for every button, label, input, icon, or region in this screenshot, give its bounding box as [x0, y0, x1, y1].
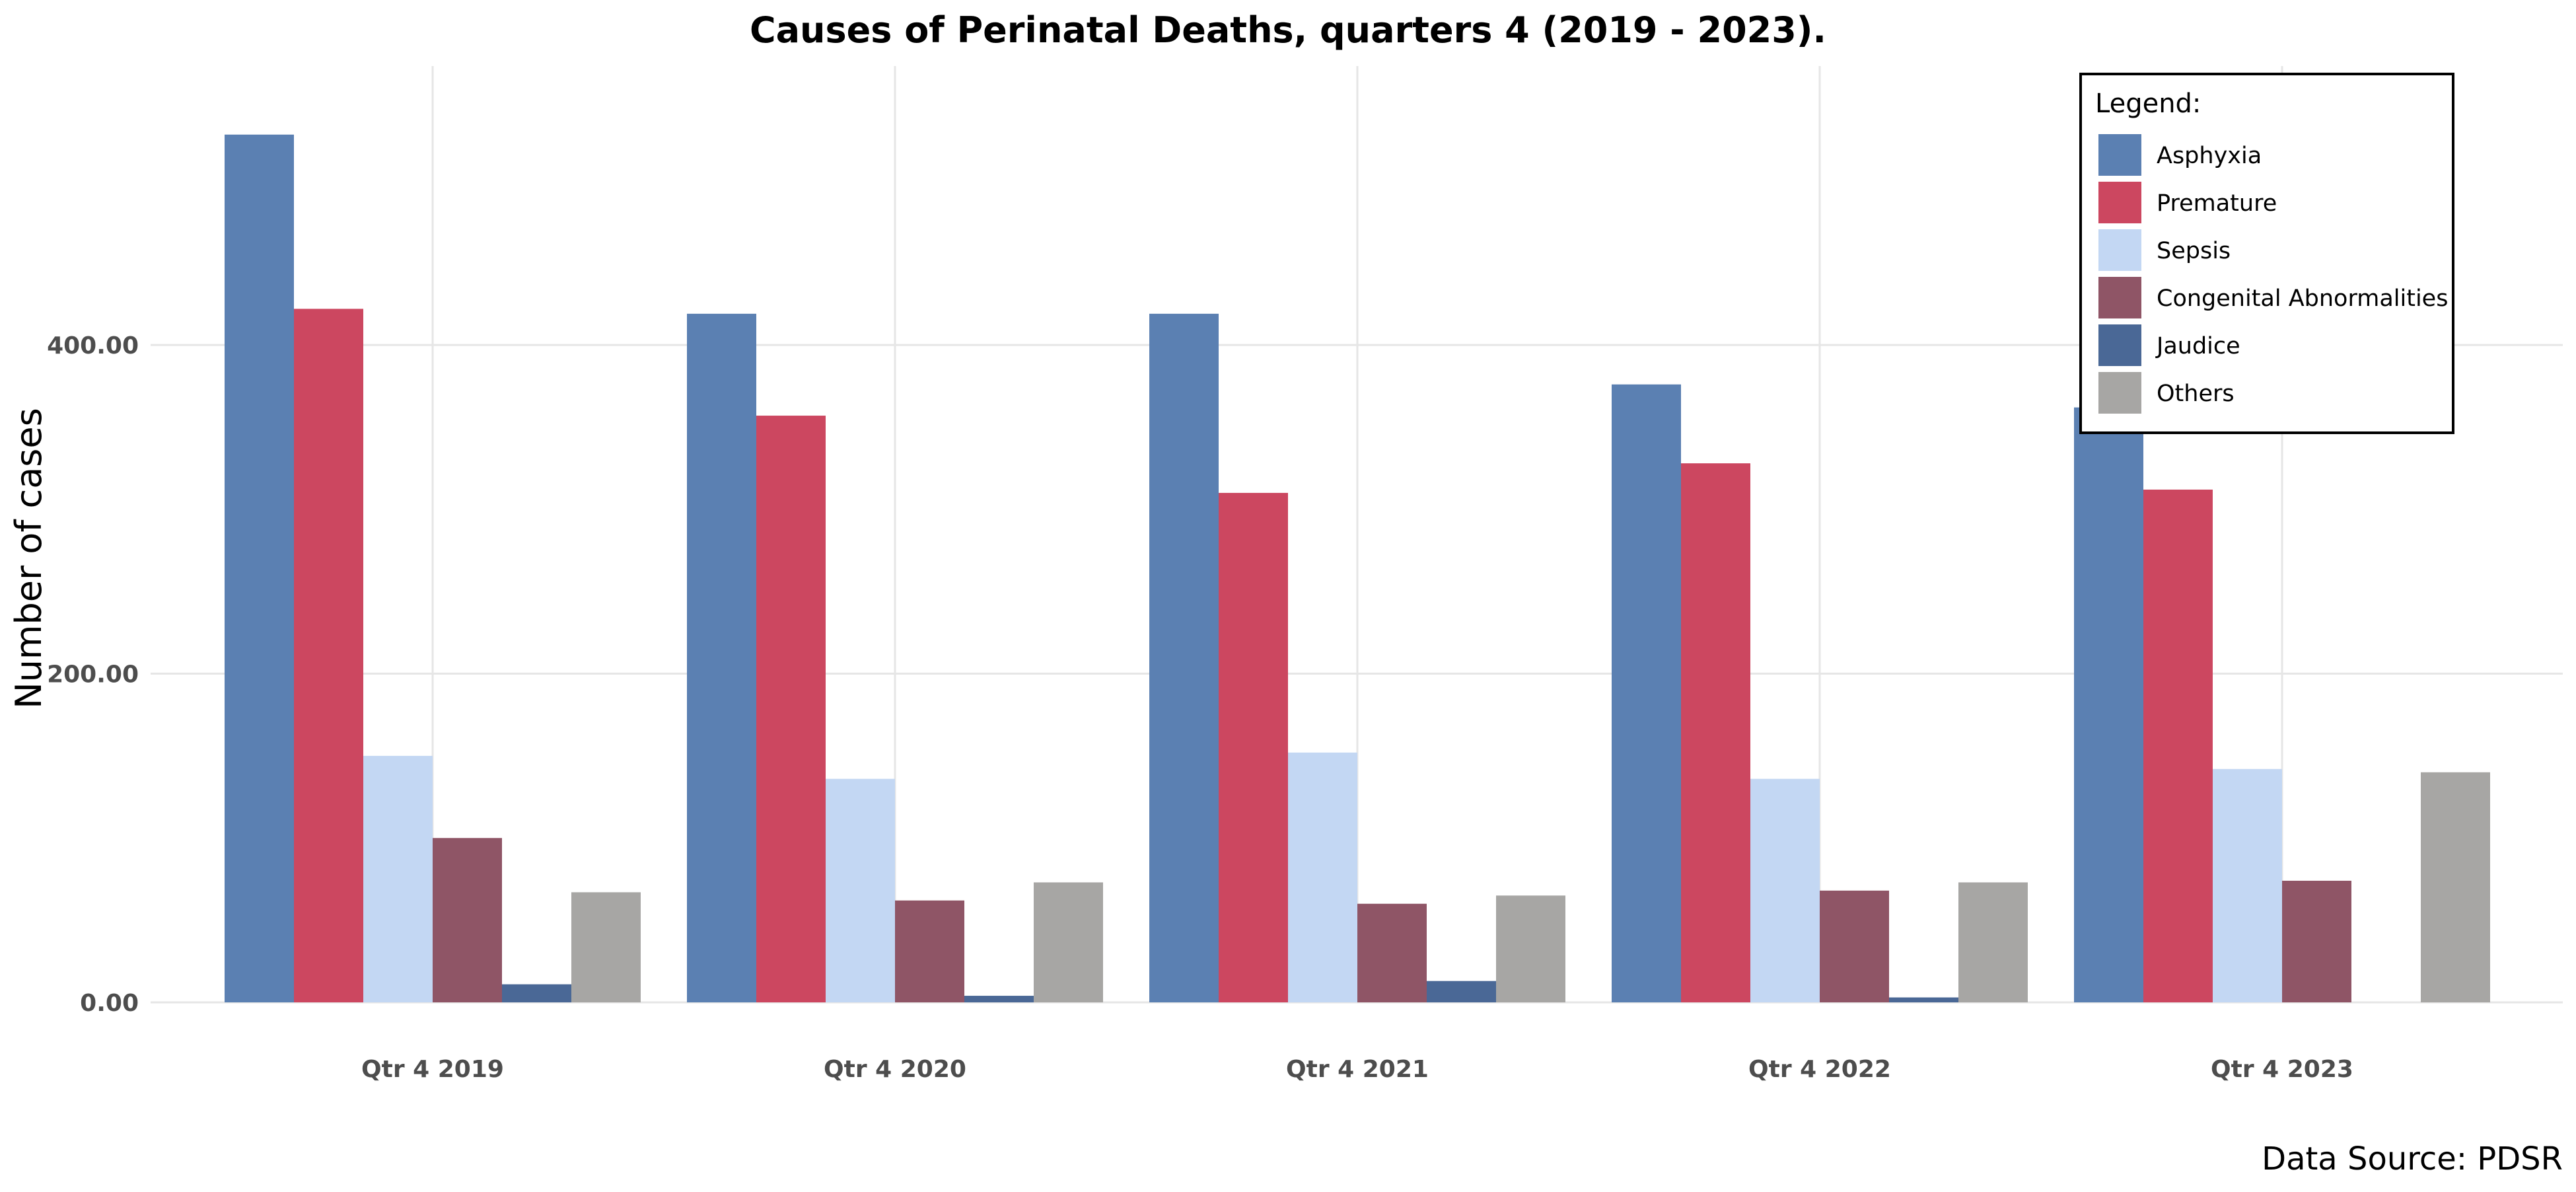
legend-swatch — [2098, 229, 2141, 271]
bar-congenital-abnormalities — [1820, 890, 1889, 1002]
bar-congenital-abnormalities — [1357, 903, 1427, 1002]
legend-swatch — [2098, 182, 2141, 223]
chart-title: Causes of Perinatal Deaths, quarters 4 (… — [750, 9, 1826, 51]
x-axis-ticks: Qtr 4 2019 Qtr 4 2020 Qtr 4 2021 Qtr 4 2022… — [361, 1056, 2353, 1083]
bar-others — [1034, 882, 1103, 1002]
bar-premature — [1681, 463, 1750, 1002]
bar-premature — [1219, 492, 1288, 1002]
legend-box — [2079, 73, 2454, 434]
bar-jaudice — [1889, 997, 1958, 1002]
legend-swatch — [2098, 324, 2141, 366]
legend-label: Jaudice — [2155, 333, 2240, 359]
bar-others — [571, 892, 641, 1002]
legend-items: Asphyxia Premature Sepsis Congenital Abnorm… — [2098, 134, 2448, 414]
bar-sepsis — [2213, 768, 2282, 1002]
legend-swatch — [2098, 372, 2141, 414]
bar-asphyxia — [2074, 407, 2143, 1002]
bar-others — [1496, 895, 1565, 1002]
bar-sepsis — [1288, 752, 1357, 1002]
bar-jaudice — [964, 996, 1034, 1002]
legend-label: Premature — [2157, 190, 2277, 217]
y-axis-ticks: 0.00 200.00 400.00 — [47, 332, 139, 1017]
bar-sepsis — [363, 755, 433, 1002]
y-axis-title: Number of cases — [8, 408, 50, 709]
bar-jaudice — [1427, 981, 1496, 1002]
bars — [225, 134, 2490, 1003]
bar-others — [2421, 772, 2490, 1002]
y-tick-label: 0.00 — [80, 990, 139, 1017]
x-tick-label: Qtr 4 2021 — [1286, 1056, 1429, 1083]
bar-asphyxia — [1149, 313, 1219, 1002]
legend-label: Asphyxia — [2157, 143, 2262, 169]
x-tick-label: Qtr 4 2022 — [1748, 1056, 1891, 1083]
legend-label: Others — [2157, 381, 2235, 407]
legend-title: Legend: — [2095, 89, 2201, 119]
bar-others — [1958, 882, 2028, 1002]
legend: Legend: Asphyxia Premature Sepsis Congenita… — [2079, 73, 2454, 434]
x-tick-label: Qtr 4 2019 — [361, 1056, 504, 1083]
bar-premature — [2143, 489, 2213, 1002]
bar-sepsis — [826, 778, 895, 1002]
bar-congenital-abnormalities — [433, 838, 502, 1002]
legend-label: Congenital Abnormalities — [2157, 285, 2448, 312]
x-tick-label: Qtr 4 2023 — [2211, 1056, 2353, 1083]
legend-swatch — [2098, 277, 2141, 318]
bar-congenital-abnormalities — [895, 900, 964, 1002]
data-source-caption: Data Source: PDSR — [2262, 1140, 2563, 1177]
bar-jaudice — [502, 984, 571, 1002]
legend-label: Sepsis — [2157, 238, 2231, 264]
bar-asphyxia — [1612, 384, 1681, 1002]
bar-premature — [756, 416, 826, 1002]
bar-asphyxia — [687, 313, 756, 1002]
legend-swatch — [2098, 134, 2141, 176]
y-tick-label: 200.00 — [47, 661, 139, 689]
bar-premature — [294, 309, 363, 1003]
bar-asphyxia — [225, 134, 294, 1003]
bar-sepsis — [1750, 778, 1820, 1002]
x-tick-label: Qtr 4 2020 — [824, 1056, 966, 1083]
y-tick-label: 400.00 — [47, 332, 139, 359]
bar-congenital-abnormalities — [2282, 880, 2351, 1002]
